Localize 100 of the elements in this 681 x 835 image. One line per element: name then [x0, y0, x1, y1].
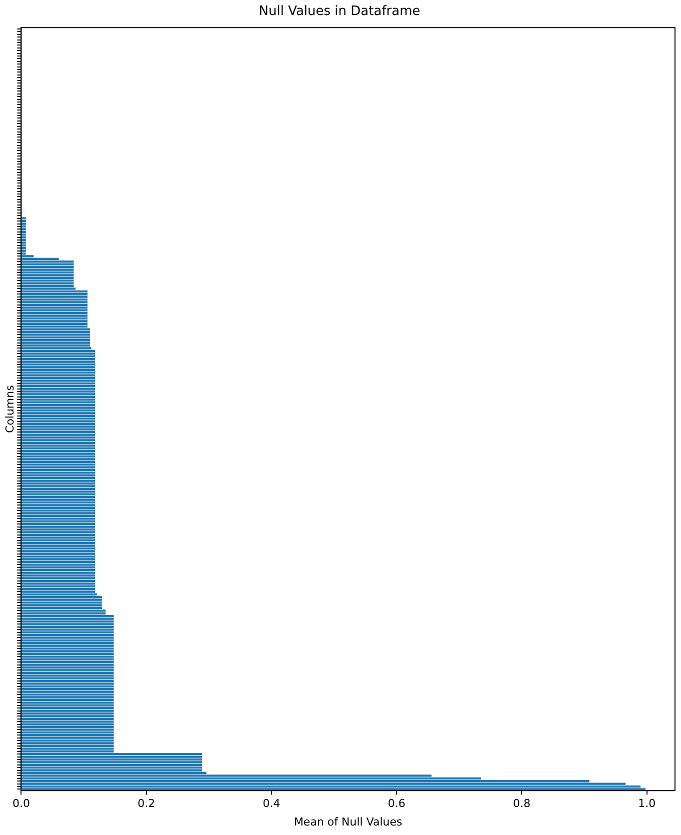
bar — [22, 352, 96, 355]
bar — [22, 436, 96, 439]
bar — [22, 298, 88, 301]
bar — [22, 426, 96, 428]
bar — [22, 558, 96, 560]
bar — [22, 728, 114, 731]
x-tick-label: 0.8 — [512, 797, 530, 810]
bar — [22, 328, 90, 330]
bar — [22, 658, 114, 660]
bar — [22, 422, 96, 426]
bar — [22, 242, 26, 244]
bar — [22, 574, 96, 577]
bar — [22, 334, 90, 336]
bar — [22, 417, 96, 420]
bar — [22, 263, 74, 266]
bar — [22, 477, 96, 480]
bar — [22, 610, 106, 612]
bar — [22, 282, 74, 284]
bar — [22, 512, 96, 514]
bar — [22, 496, 96, 498]
bar — [22, 439, 96, 442]
bar — [22, 664, 114, 666]
bar — [22, 550, 96, 552]
bar — [22, 220, 26, 222]
bar — [22, 268, 74, 271]
bar — [22, 560, 96, 564]
bar — [22, 642, 114, 644]
bar — [22, 580, 96, 582]
bar — [22, 460, 96, 463]
bar — [22, 217, 26, 220]
x-tick-label: 1.0 — [638, 797, 656, 810]
bar — [22, 238, 26, 242]
bar — [22, 414, 96, 417]
bar — [22, 748, 114, 750]
bar — [22, 284, 74, 288]
bar — [22, 547, 96, 550]
bar — [22, 723, 114, 726]
chart-title: Null Values in Dataframe — [258, 4, 420, 20]
bar — [22, 247, 26, 250]
bar — [22, 758, 202, 761]
bar — [22, 520, 96, 522]
bar — [22, 536, 96, 539]
bar — [22, 304, 88, 306]
bar — [22, 534, 96, 536]
bar — [22, 666, 114, 669]
bar — [22, 490, 96, 493]
bar — [22, 564, 96, 566]
bar — [22, 720, 114, 723]
bar — [22, 661, 114, 664]
bar — [22, 518, 96, 520]
bar — [22, 368, 96, 371]
bar — [22, 450, 96, 452]
bar — [22, 390, 96, 393]
y-axis-title: Columns — [3, 384, 16, 434]
bar — [22, 596, 102, 598]
bar — [22, 626, 114, 628]
bar — [22, 322, 88, 325]
bar — [22, 406, 96, 409]
bar — [22, 582, 96, 585]
bar — [22, 317, 88, 320]
bar — [22, 761, 202, 764]
bar — [22, 342, 90, 344]
bar — [22, 442, 96, 444]
bar — [22, 382, 96, 384]
bar — [22, 680, 114, 682]
bar — [22, 350, 96, 352]
bar — [22, 528, 96, 531]
bar — [22, 606, 102, 610]
bar — [22, 366, 96, 368]
bar — [22, 301, 88, 304]
bar — [22, 742, 114, 744]
bar — [22, 509, 96, 512]
bar — [22, 542, 96, 544]
bar — [22, 420, 96, 422]
bar — [22, 222, 26, 225]
bar — [22, 566, 96, 568]
bar — [22, 726, 114, 728]
bar — [22, 693, 114, 696]
bar — [22, 388, 96, 390]
bar — [22, 401, 96, 404]
bar — [22, 296, 88, 298]
bar — [22, 734, 114, 736]
bar — [22, 274, 74, 276]
bar — [22, 715, 114, 718]
bar — [22, 585, 96, 588]
bar — [22, 677, 114, 680]
bar — [22, 577, 96, 580]
bar — [22, 280, 74, 282]
bar — [22, 355, 96, 358]
bar — [22, 656, 114, 658]
bar — [22, 766, 202, 769]
bar — [22, 336, 90, 338]
bar — [22, 598, 102, 601]
bar — [22, 482, 96, 485]
bar — [22, 706, 114, 710]
bar — [22, 526, 96, 528]
bar — [22, 672, 114, 674]
bar — [22, 704, 114, 706]
bar — [22, 569, 96, 572]
bar — [22, 314, 88, 317]
